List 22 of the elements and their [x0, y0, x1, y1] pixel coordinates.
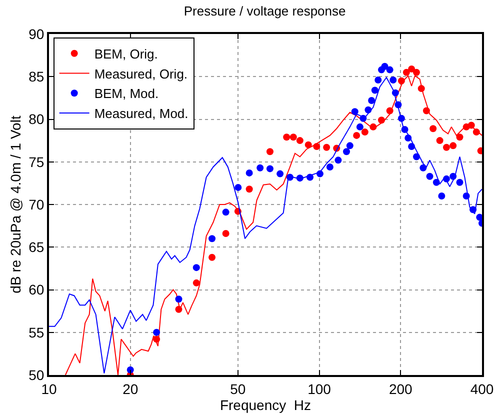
x-tick-label: 20: [122, 380, 138, 397]
y-tick-label: 90: [28, 26, 44, 42]
legend-label: BEM, Mod.: [94, 86, 159, 102]
chart-title: Pressure / voltage response: [184, 3, 346, 18]
legend-label: BEM, Orig.: [94, 46, 158, 62]
y-tick-label: 50: [28, 366, 44, 383]
x-tick-label: 100: [308, 380, 332, 397]
x-axis-title: Frequency Hz: [220, 396, 312, 413]
x-tick-label: 50: [230, 380, 246, 397]
x-tick-label: 10: [41, 380, 57, 397]
legend-label: Measured, Mod.: [94, 106, 188, 122]
y-tick-label: 70: [28, 196, 44, 212]
y-tick-label: 65: [28, 239, 44, 256]
x-tick-label: 200: [388, 380, 413, 397]
y-tick-label: 75: [28, 154, 44, 170]
y-tick-label: 85: [28, 68, 44, 85]
y-axis-title: dB re 20uPa @ 4.0m / 1 Volt: [8, 116, 24, 294]
x-tick-label: 400: [470, 380, 494, 397]
y-tick-label: 60: [28, 282, 44, 298]
y-tick-label: 80: [28, 111, 44, 128]
legend-label: Measured, Orig.: [94, 66, 188, 82]
y-tick-label: 55: [28, 324, 44, 340]
